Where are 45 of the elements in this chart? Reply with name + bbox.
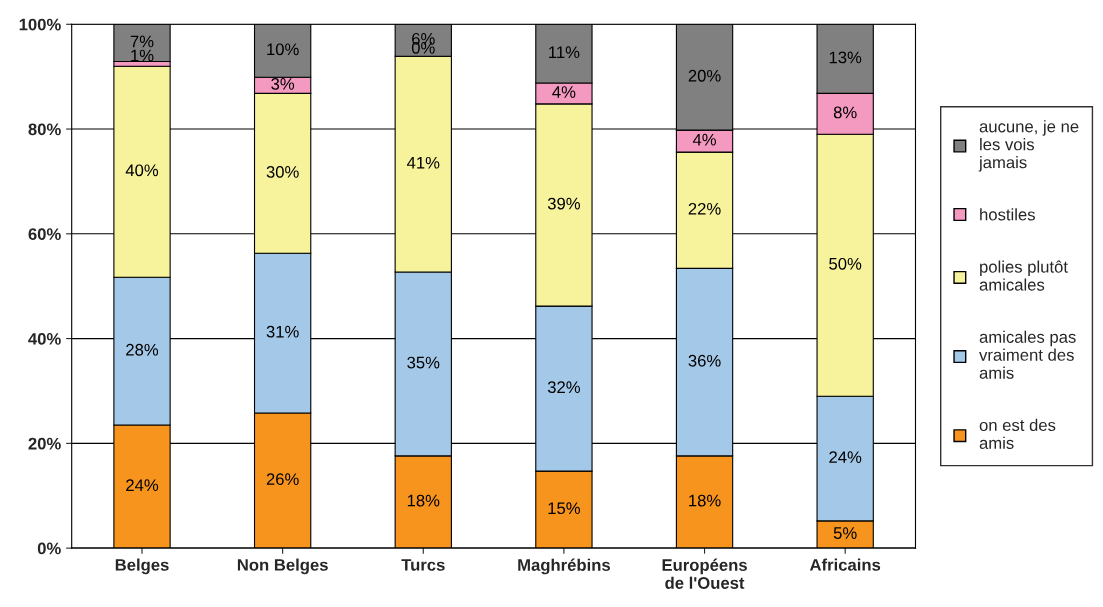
data-label: 35% — [407, 356, 440, 369]
data-label: 13% — [829, 51, 862, 64]
data-label: 31% — [266, 325, 299, 338]
data-label: 24% — [126, 479, 159, 491]
legend-label: amicales pas vraiment des amis — [979, 330, 1076, 379]
data-label: 50% — [829, 257, 862, 270]
data-label: 18% — [407, 494, 440, 507]
legend-label: on est des amis — [979, 418, 1056, 449]
data-label: 24% — [829, 451, 862, 463]
data-label: 20% — [688, 69, 721, 82]
data-label: 5% — [833, 527, 857, 539]
data-label: 8% — [833, 106, 857, 119]
data-label: 4% — [692, 133, 716, 146]
data-label: 28% — [126, 343, 159, 356]
x-tick-label: Européens de l'Ouest — [662, 558, 747, 589]
y-tick-label: 80% — [28, 123, 61, 136]
x-tick-label: Africains — [809, 558, 881, 571]
data-label: 11% — [549, 46, 580, 59]
x-tick-label: Non Belges — [237, 558, 328, 575]
data-label: 1% — [131, 49, 154, 62]
legend-label: hostiles — [980, 208, 1035, 221]
x-tick-label: Belges — [115, 558, 169, 575]
x-tick-label: Turcs — [401, 559, 445, 571]
data-label: 4% — [552, 86, 576, 98]
x-tick-label: Maghrébins — [518, 558, 610, 575]
data-label: 22% — [688, 202, 721, 215]
data-label: 41% — [406, 156, 440, 169]
data-label: 39% — [547, 197, 580, 210]
y-tick-label: 100% — [19, 18, 61, 31]
data-label: 15% — [548, 502, 580, 515]
data-label: 40% — [125, 164, 159, 177]
data-label: 7% — [130, 35, 154, 48]
y-tick-label: 40% — [28, 332, 61, 345]
y-tick-label: 0% — [37, 542, 61, 555]
legend-label: aucune, je ne les vois jamais — [978, 120, 1079, 172]
data-label: 26% — [266, 473, 299, 486]
data-label: 3% — [271, 77, 295, 90]
data-label: 30% — [266, 165, 299, 178]
y-tick-label: 20% — [28, 437, 61, 450]
data-label: 18% — [689, 494, 721, 507]
y-tick-label: 60% — [28, 228, 61, 241]
data-label: 36% — [688, 354, 721, 367]
data-label: 32% — [547, 381, 580, 394]
legend-label: polies plutôt amicales — [979, 260, 1068, 291]
data-label: 10% — [267, 43, 299, 56]
